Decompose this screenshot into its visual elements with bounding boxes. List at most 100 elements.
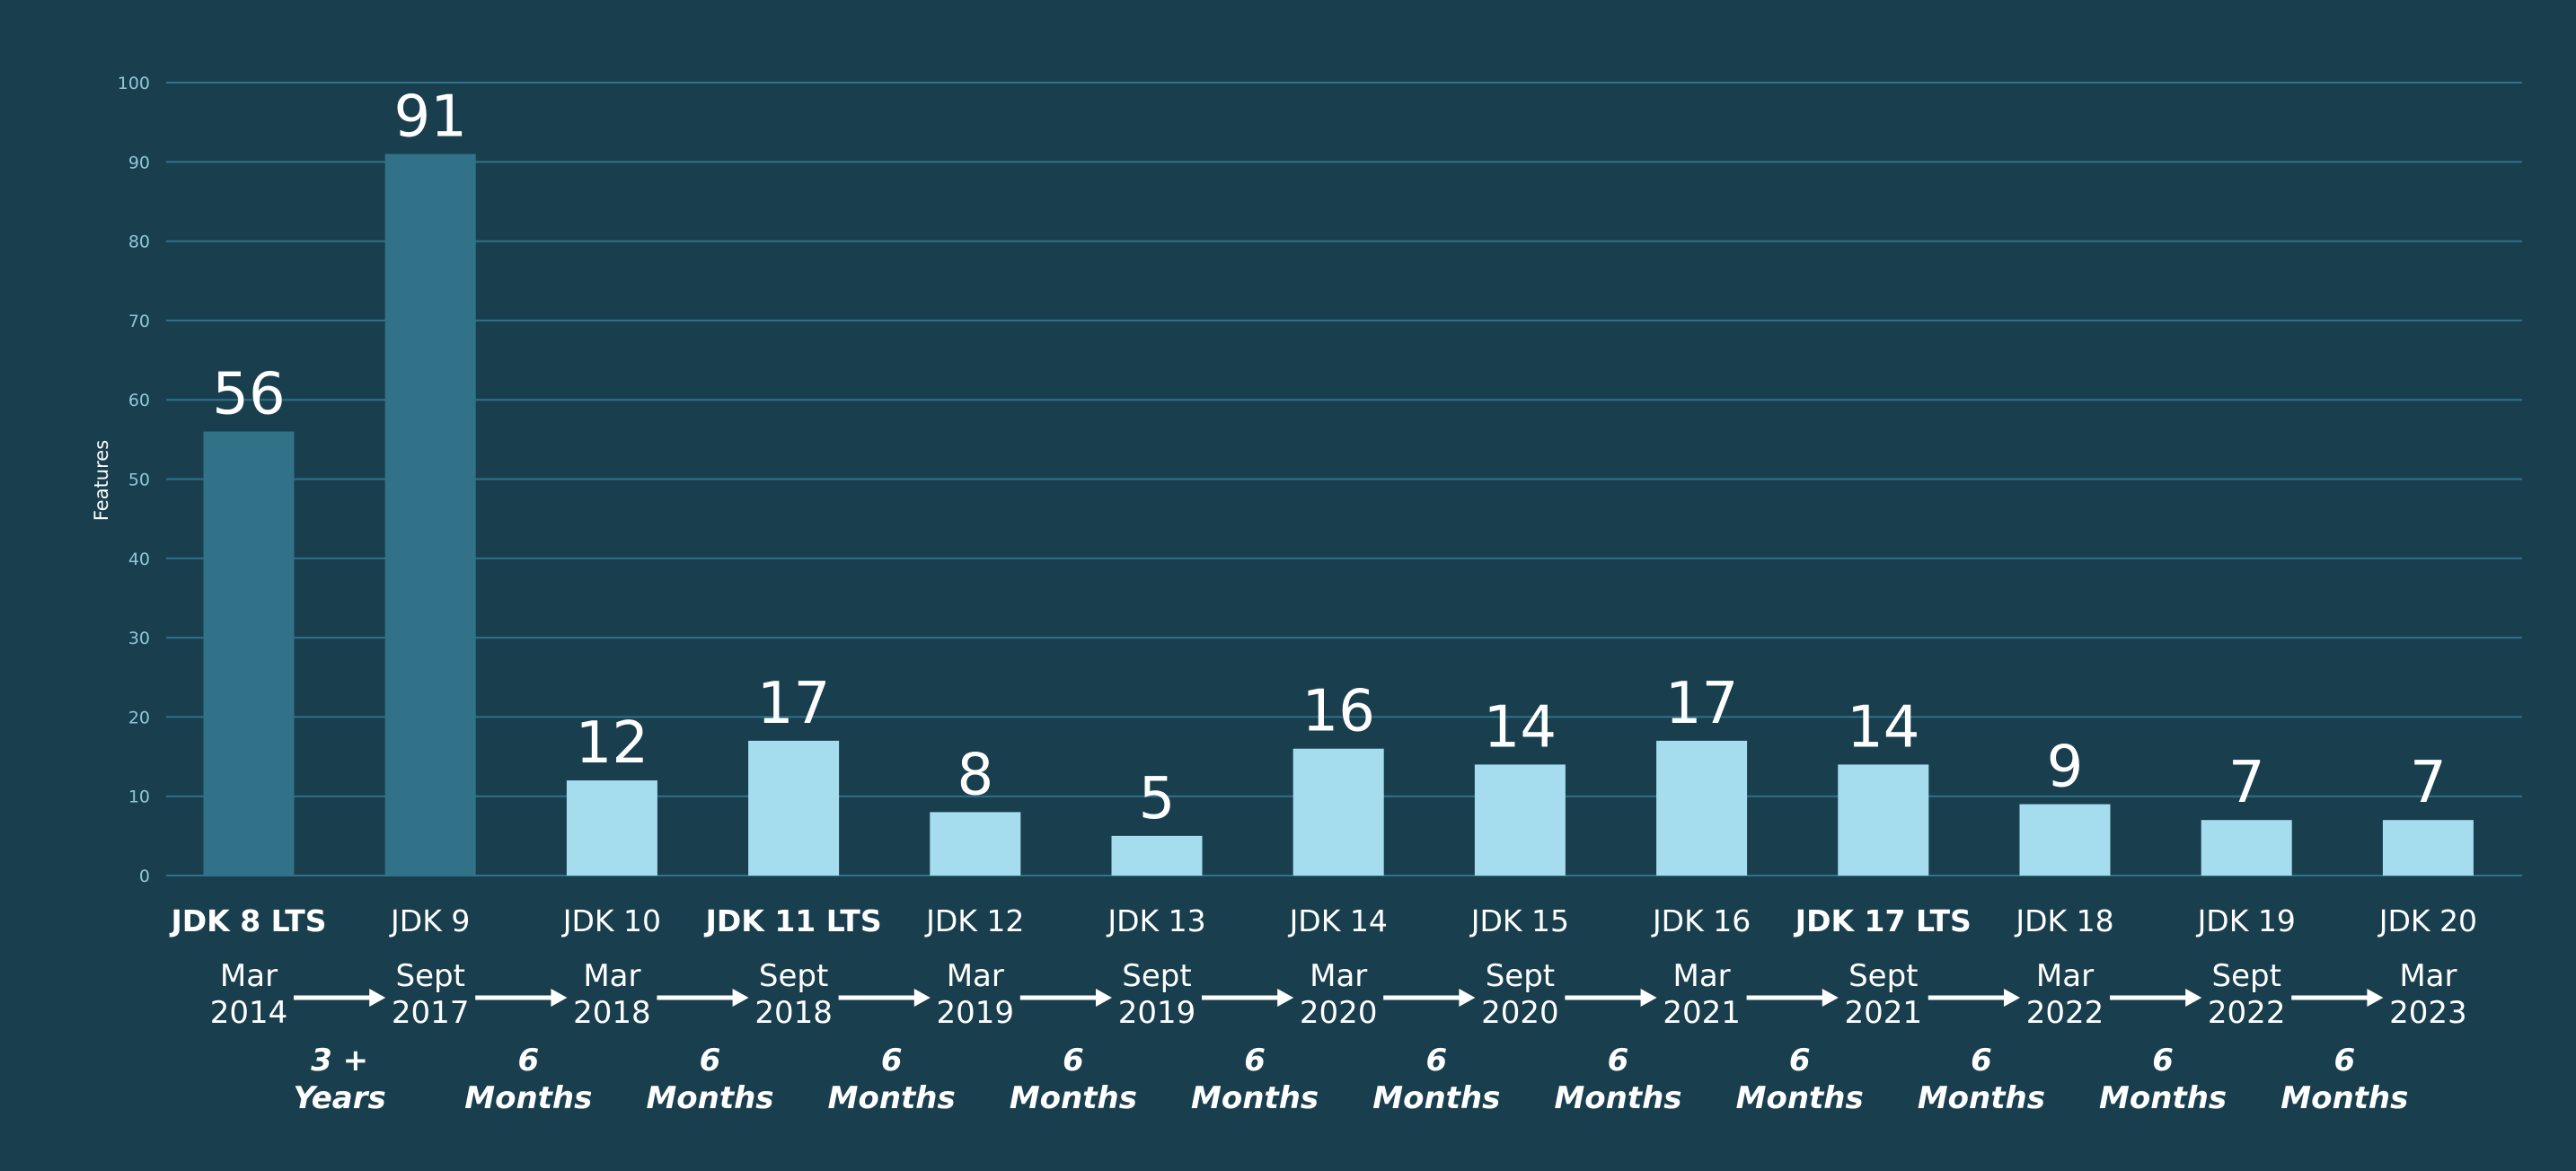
release-month: Sept — [1848, 958, 1918, 994]
release-year: 2021 — [1663, 995, 1741, 1031]
bar — [1292, 748, 1384, 876]
category-label: JDK 15 — [1469, 903, 1569, 938]
y-tick-label: 20 — [128, 708, 150, 727]
value-label: 7 — [2228, 750, 2265, 816]
y-tick-label: 10 — [128, 788, 150, 807]
interval-amount: 3 + — [311, 1043, 368, 1079]
release-month: Mar — [220, 958, 278, 994]
value-label: 12 — [576, 710, 648, 777]
interval-unit: Months — [464, 1080, 592, 1116]
y-tick-label: 70 — [128, 312, 150, 331]
y-tick-label: 100 — [118, 74, 150, 93]
bar — [2201, 820, 2292, 876]
y-axis-ticks: 0 10 20 30 40 50 60 70 80 90 100 — [118, 74, 150, 886]
value-label: 14 — [1484, 694, 1557, 761]
interval-unit: Months — [1191, 1080, 1319, 1116]
interval-amount: 6 — [881, 1043, 903, 1079]
value-label: 8 — [957, 742, 993, 808]
bar — [203, 431, 295, 876]
y-tick-label: 50 — [128, 471, 150, 490]
timeline-arrow-head — [1459, 989, 1476, 1007]
bars — [203, 154, 2474, 876]
value-label: 9 — [2047, 735, 2084, 801]
bar — [930, 812, 1021, 876]
timeline-arrow-head — [2185, 989, 2202, 1007]
timeline-arrow-head — [369, 989, 386, 1007]
interval-amount: 6 — [1971, 1043, 1992, 1079]
timeline-arrow-head — [1096, 989, 1112, 1007]
value-label: 91 — [393, 84, 466, 150]
category-labels: JDK 8 LTS JDK 9 JDK 10 JDK 11 LTS JDK 12 JDK … — [169, 903, 2477, 938]
interval-amount: 6 — [2152, 1043, 2174, 1079]
release-month: Mar — [583, 958, 640, 994]
interval-amount: 6 — [517, 1043, 539, 1079]
y-axis-label: Features — [91, 440, 112, 521]
timeline-arrow-head — [1277, 989, 1294, 1007]
release-month: Sept — [395, 958, 464, 994]
release-month: Sept — [759, 958, 828, 994]
bar — [384, 154, 476, 876]
value-label: 16 — [1301, 679, 1374, 745]
interval-unit: Years — [293, 1080, 385, 1116]
release-month: Sept — [1122, 958, 1191, 994]
y-tick-label: 90 — [128, 153, 150, 172]
interval-unit: Months — [1010, 1080, 1137, 1116]
interval-unit: Months — [828, 1080, 956, 1116]
release-month: Sept — [2211, 958, 2280, 994]
category-label: JDK 20 — [2378, 903, 2477, 938]
category-label: JDK 9 — [389, 903, 470, 938]
interval-amount: 6 — [1425, 1043, 1447, 1079]
bar — [566, 780, 657, 876]
bar — [1474, 764, 1566, 876]
value-label: 56 — [212, 362, 285, 428]
y-tick-label: 60 — [128, 391, 150, 410]
release-month: Mar — [947, 958, 1004, 994]
interval-amount: 6 — [1244, 1043, 1266, 1079]
value-labels: 56 91 12 17 8 5 16 14 17 14 9 7 7 — [212, 84, 2446, 832]
value-label: 14 — [1847, 694, 1919, 761]
timeline-arrow-head — [1822, 989, 1839, 1007]
release-year: 2017 — [392, 995, 470, 1031]
value-label: 17 — [1665, 671, 1738, 737]
release-year: 2018 — [573, 995, 651, 1031]
timeline-arrow-head — [2367, 989, 2384, 1007]
y-tick-label: 80 — [128, 233, 150, 252]
y-tick-label: 40 — [128, 550, 150, 569]
category-label: JDK 11 LTS — [704, 903, 882, 938]
release-month: Mar — [1310, 958, 1367, 994]
grid-lines — [166, 82, 2522, 876]
interval-unit: Months — [646, 1080, 773, 1116]
release-year: 2020 — [1300, 995, 1378, 1031]
y-tick-label: 0 — [139, 867, 150, 886]
interval-amount: 6 — [1789, 1043, 1811, 1079]
bar — [1656, 740, 1748, 876]
release-year: 2019 — [937, 995, 1015, 1031]
interval-amount: 6 — [700, 1043, 721, 1079]
interval-unit: Months — [1918, 1080, 2045, 1116]
y-tick-label: 30 — [128, 629, 150, 648]
category-label: JDK 18 — [2014, 903, 2113, 938]
category-label: JDK 12 — [924, 903, 1024, 938]
category-label: JDK 13 — [1106, 903, 1205, 938]
interval-unit: Months — [2099, 1080, 2227, 1116]
interval-unit: Months — [1372, 1080, 1500, 1116]
interval-unit: Months — [1736, 1080, 1864, 1116]
category-label: JDK 14 — [1288, 903, 1388, 938]
category-label: JDK 10 — [561, 903, 661, 938]
release-month: Sept — [1486, 958, 1555, 994]
timeline-arrow-head — [551, 989, 568, 1007]
interval-amount: 6 — [2333, 1043, 2355, 1079]
bar — [1111, 835, 1203, 876]
value-label: 5 — [1139, 766, 1176, 832]
bar — [1838, 764, 1929, 876]
value-label: 17 — [757, 671, 830, 737]
release-year: 2022 — [2026, 995, 2104, 1031]
release-month: Mar — [1673, 958, 1731, 994]
release-year: 2014 — [210, 995, 288, 1031]
interval-amount: 6 — [1063, 1043, 1084, 1079]
release-intervals: 3 +Years6Months6Months6Months6Months6Mon… — [293, 1043, 2408, 1116]
bar — [2382, 820, 2474, 876]
release-year: 2022 — [2208, 995, 2286, 1031]
category-label: JDK 8 LTS — [169, 903, 326, 938]
